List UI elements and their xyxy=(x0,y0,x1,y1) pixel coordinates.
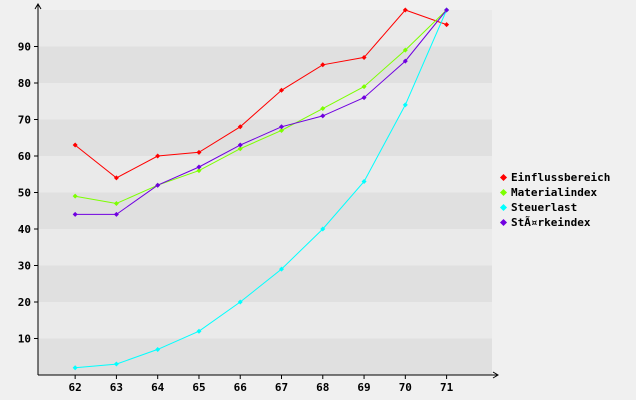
legend-item-materialindex: Materialindex xyxy=(499,185,610,200)
legend-item-staerkeindex: StÃ¤rkeindex xyxy=(499,215,610,230)
x-tick-label: 65 xyxy=(192,381,205,394)
data-point-steuerlast xyxy=(113,361,119,367)
legend-marker xyxy=(499,218,508,227)
data-point-st-rkeindex xyxy=(402,58,408,64)
grid-band xyxy=(38,338,492,375)
data-point-steuerlast xyxy=(196,328,202,334)
data-point-steuerlast xyxy=(155,346,161,352)
grid-band xyxy=(38,192,492,229)
data-point-st-rkeindex xyxy=(279,124,285,130)
data-point-materialindex xyxy=(196,168,202,174)
series-line-st-rkeindex xyxy=(75,9,447,215)
legend-label: Einflussbereich xyxy=(511,171,611,184)
data-point-st-rkeindex xyxy=(155,182,161,188)
x-tick-label: 63 xyxy=(110,381,123,394)
legend-label: Steuerlast xyxy=(511,201,578,214)
data-point-st-rkeindex xyxy=(444,7,450,13)
grid-band xyxy=(38,229,492,266)
x-axis-arrow xyxy=(492,371,499,379)
data-point-einflussbereich xyxy=(113,175,119,181)
data-point-materialindex xyxy=(402,47,408,53)
series-line-materialindex xyxy=(75,9,447,205)
data-point-materialindex xyxy=(237,146,243,152)
x-tick-label: 64 xyxy=(151,381,165,394)
x-tick-label: 66 xyxy=(234,381,248,394)
x-tick-label: 67 xyxy=(275,381,288,394)
y-tick-label: 80 xyxy=(18,77,31,90)
data-point-st-rkeindex xyxy=(113,211,119,217)
x-tick-label: 70 xyxy=(399,381,412,394)
grid-band xyxy=(38,156,492,193)
y-tick-label: 50 xyxy=(18,187,31,200)
legend-item-einflussbereich: Einflussbereich xyxy=(499,170,610,185)
data-point-steuerlast xyxy=(237,299,243,305)
grid-band xyxy=(38,46,492,83)
x-tick-label: 71 xyxy=(440,381,454,394)
axes xyxy=(34,3,499,379)
data-point-materialindex xyxy=(320,106,326,112)
legend-marker xyxy=(499,188,508,197)
y-tick-label: 90 xyxy=(18,41,31,54)
data-point-einflussbereich xyxy=(196,149,202,155)
grid-band xyxy=(38,83,492,120)
legend-label: StÃ¤rkeindex xyxy=(511,216,591,229)
series-line-steuerlast xyxy=(75,9,448,369)
data-point-materialindex xyxy=(279,127,285,133)
y-axis-ticks: 10 20 30 40 50 60 70 80 90 xyxy=(18,41,38,346)
series-lines xyxy=(74,9,448,369)
data-point-steuerlast xyxy=(361,179,367,185)
data-point-st-rkeindex xyxy=(320,113,326,119)
y-tick-label: 40 xyxy=(18,223,31,236)
x-tick-label: 62 xyxy=(69,381,82,394)
y-axis-arrow xyxy=(34,3,42,10)
grid-band xyxy=(38,302,492,339)
data-point-materialindex xyxy=(72,193,78,199)
x-tick-label: 69 xyxy=(357,381,370,394)
legend-marker xyxy=(499,203,508,212)
data-point-einflussbereich xyxy=(361,54,367,60)
data-point-materialindex xyxy=(113,200,119,206)
series-line-einflussbereich xyxy=(74,9,447,179)
data-point-einflussbereich xyxy=(72,142,78,148)
data-point-st-rkeindex xyxy=(361,95,367,101)
y-tick-label: 20 xyxy=(18,296,31,309)
legend-label: Materialindex xyxy=(511,186,598,199)
x-axis-ticks: 62 63 64 65 66 67 68 69 70 71 xyxy=(69,375,454,394)
grid-bands xyxy=(38,10,492,375)
data-point-einflussbereich xyxy=(279,87,285,93)
grid-band xyxy=(38,10,492,47)
y-tick-label: 60 xyxy=(18,150,31,163)
grid-band xyxy=(38,265,492,302)
data-point-st-rkeindex xyxy=(237,142,243,148)
data-point-st-rkeindex xyxy=(196,164,202,170)
legend: Einflussbereich Materialindex Steuerlast… xyxy=(499,170,610,230)
y-tick-label: 30 xyxy=(18,260,31,273)
data-point-steuerlast xyxy=(72,365,78,371)
y-tick-label: 10 xyxy=(18,333,31,346)
y-tick-label: 70 xyxy=(18,114,31,127)
data-point-steuerlast xyxy=(402,102,408,108)
series-points xyxy=(72,7,450,371)
data-point-steuerlast xyxy=(320,226,326,232)
data-point-einflussbereich xyxy=(155,153,161,159)
legend-marker xyxy=(499,173,508,182)
data-point-einflussbereich xyxy=(320,62,326,68)
legend-item-steuerlast: Steuerlast xyxy=(499,200,610,215)
data-point-einflussbereich xyxy=(402,7,408,13)
data-point-steuerlast xyxy=(279,266,285,272)
data-point-einflussbereich xyxy=(444,22,450,28)
data-point-materialindex xyxy=(361,84,367,90)
data-point-st-rkeindex xyxy=(72,211,78,217)
data-point-einflussbereich xyxy=(237,124,243,130)
x-tick-label: 68 xyxy=(316,381,329,394)
